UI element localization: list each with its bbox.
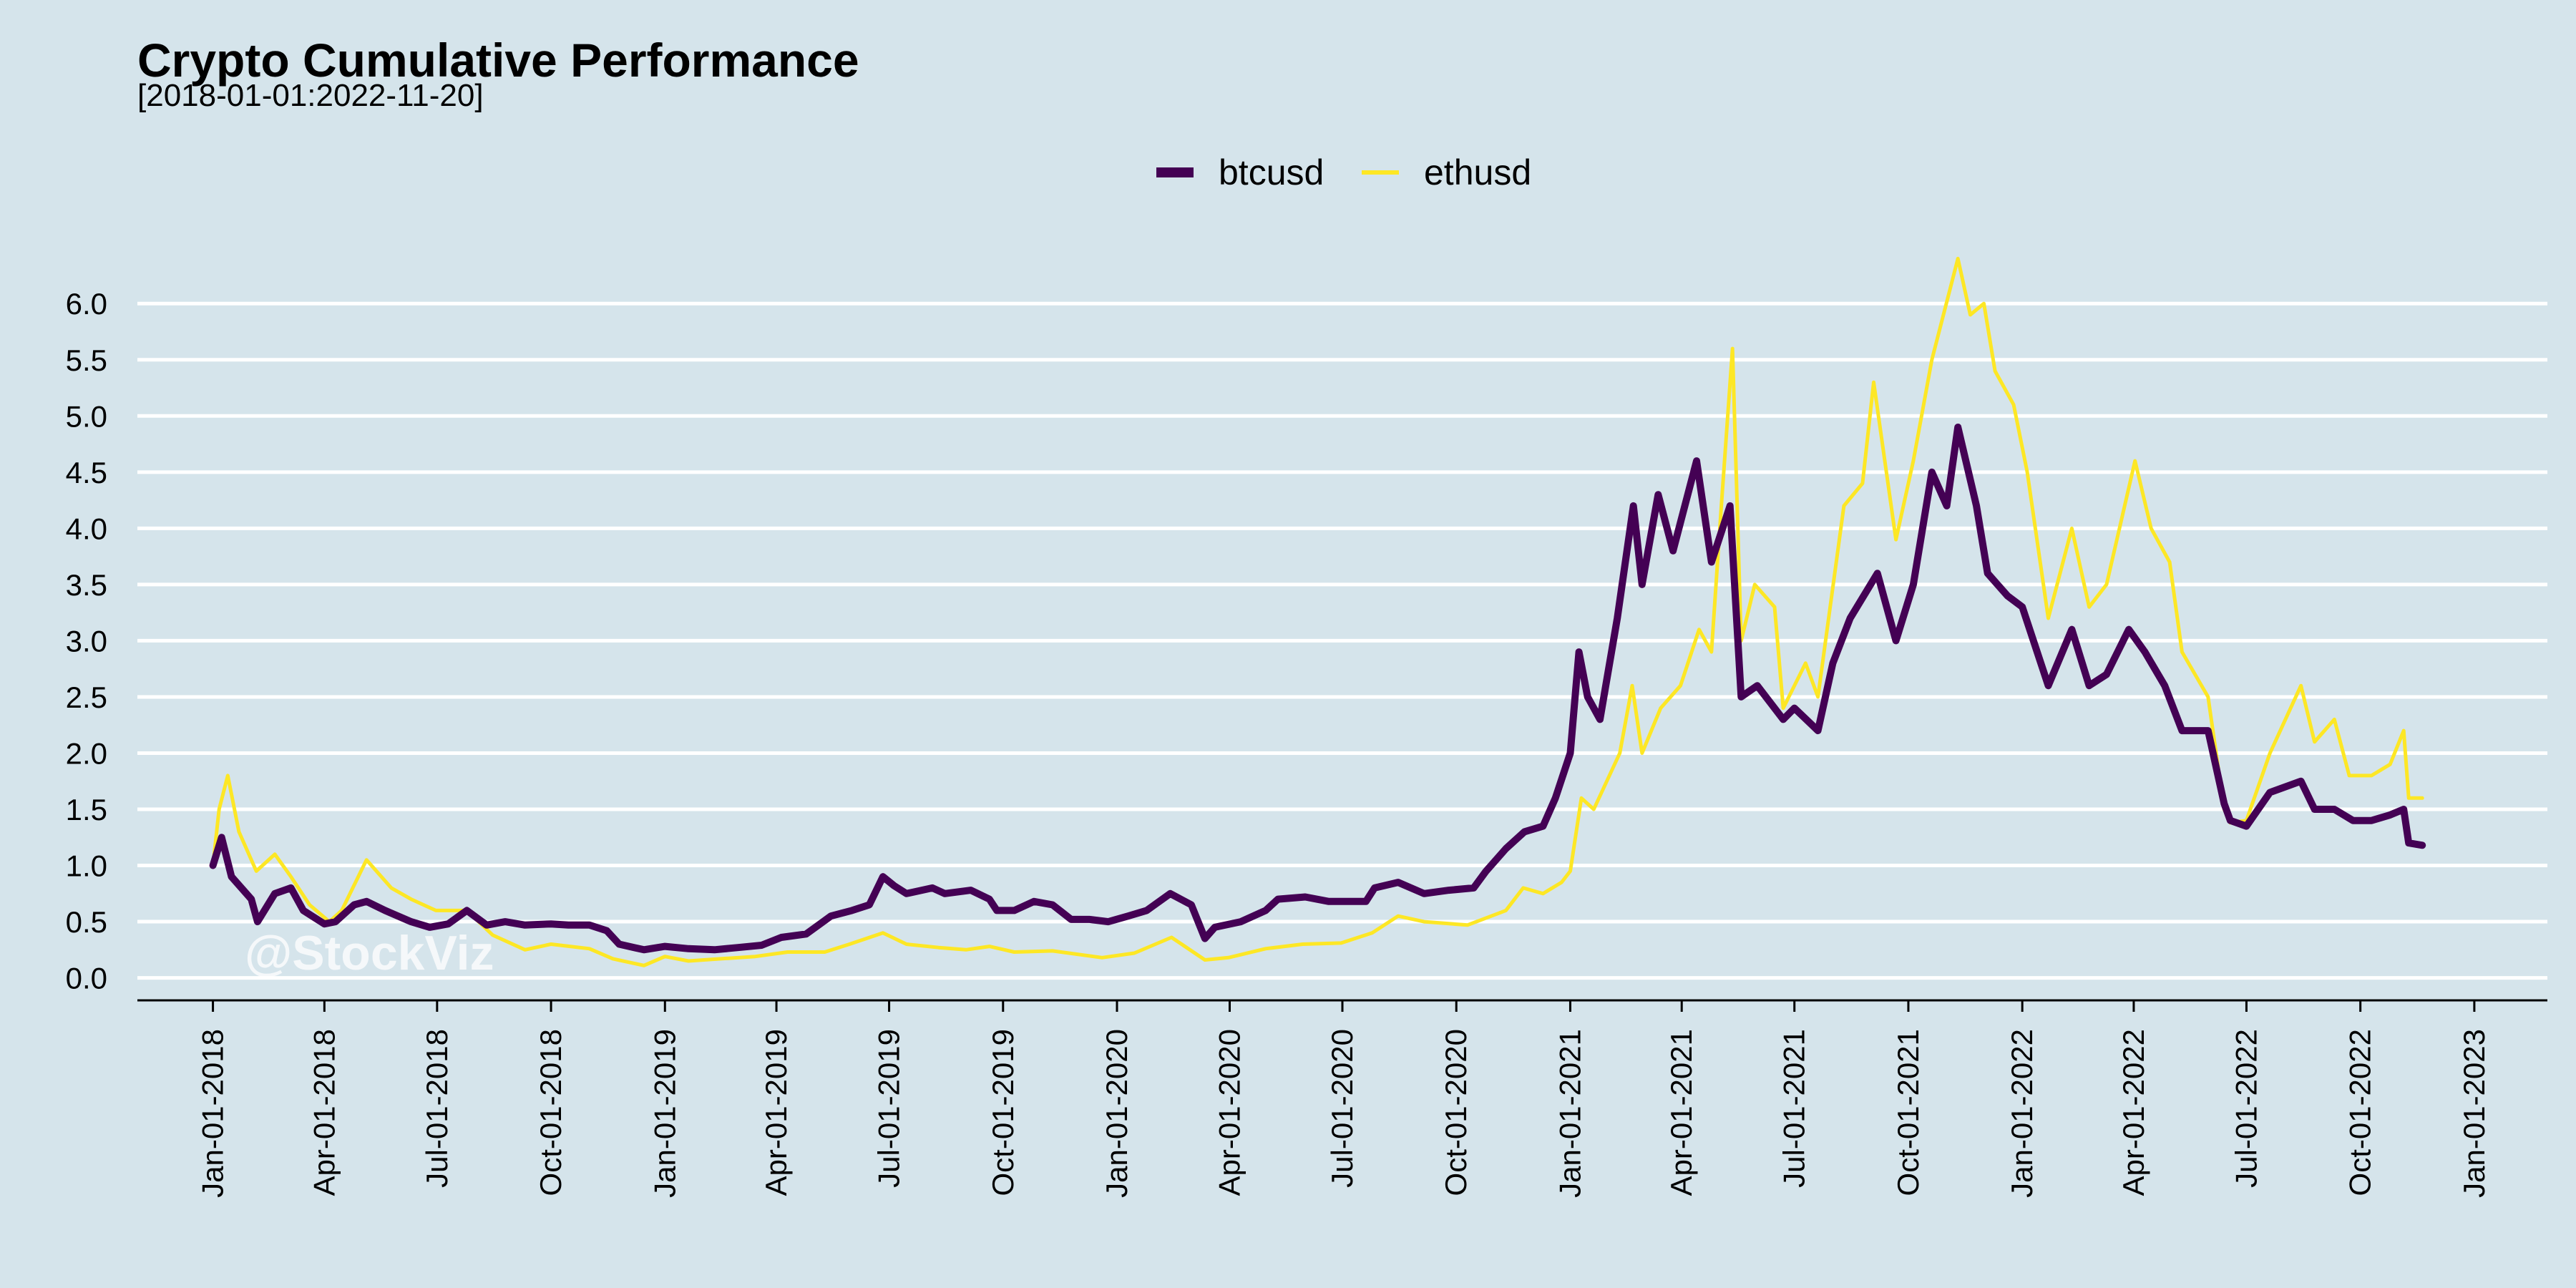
series-line-btcusd [209,424,2426,954]
x-tick-label: Jan-01-2019 [648,1029,681,1198]
x-tick-label: Oct-01-2018 [534,1029,567,1196]
x-tick-label: Apr-01-2018 [307,1029,341,1196]
x-tick-label: Apr-01-2021 [1664,1029,1698,1196]
y-tick-label: 1.5 [66,793,107,826]
x-tick-label: Apr-01-2019 [759,1029,793,1196]
x-tick-label: Jul-01-2018 [420,1029,454,1188]
x-tick-label: Jan-01-2018 [196,1029,230,1198]
y-tick-label: 3.0 [66,624,107,658]
chart-subtitle: [2018-01-01:2022-11-20] [137,78,484,113]
legend-label-btcusd: btcusd [1219,152,1324,192]
watermark: @StockViz [245,926,494,980]
x-tick-label: Oct-01-2020 [1439,1029,1473,1196]
x-tick-label: Jul-01-2019 [872,1029,906,1188]
x-tick-label: Jul-01-2021 [1777,1029,1811,1188]
x-tick-label: Jan-01-2021 [1553,1029,1586,1198]
series-line-ethusd [211,256,2424,967]
x-tick-label: Jan-01-2023 [2457,1029,2491,1198]
y-tick-label: 5.5 [66,343,107,377]
y-tick-label: 2.5 [66,680,107,714]
grid-lines [137,301,2547,980]
legend: btcusd ethusd [1156,152,1531,192]
y-tick-label: 0.0 [66,962,107,995]
x-tick-label: Apr-01-2022 [2117,1029,2150,1196]
x-tick-label: Jul-01-2022 [2229,1029,2263,1188]
series-layer [209,256,2426,967]
x-tick-label: Jan-01-2020 [1100,1029,1133,1198]
x-tick-label: Jan-01-2022 [2005,1029,2039,1198]
y-tick-label: 5.0 [66,399,107,433]
y-tick-label: 4.5 [66,456,107,489]
y-axis-ticks: 0.0 0.5 1.0 1.5 2.0 2.5 3.0 3.5 4.0 4.5 5.0 5.5 6.0 [66,287,107,995]
legend-label-ethusd: ethusd [1424,152,1531,192]
y-tick-label: 3.5 [66,568,107,602]
x-tick-label: Oct-01-2021 [1891,1029,1925,1196]
y-tick-label: 2.0 [66,736,107,770]
x-tick-label: Apr-01-2020 [1213,1029,1246,1196]
y-tick-label: 4.0 [66,512,107,545]
y-tick-label: 1.0 [66,849,107,883]
x-axis: Jan-01-2018 Apr-01-2018 Jul-01-2018 Oct-01-… [137,999,2547,1198]
chart-title: Crypto Cumulative Performance [137,34,859,87]
y-tick-label: 6.0 [66,287,107,321]
x-tick-label: Oct-01-2019 [986,1029,1020,1196]
x-tick-label: Jul-01-2020 [1325,1029,1359,1188]
y-tick-label: 0.5 [66,905,107,939]
x-tick-label: Oct-01-2022 [2343,1029,2377,1196]
